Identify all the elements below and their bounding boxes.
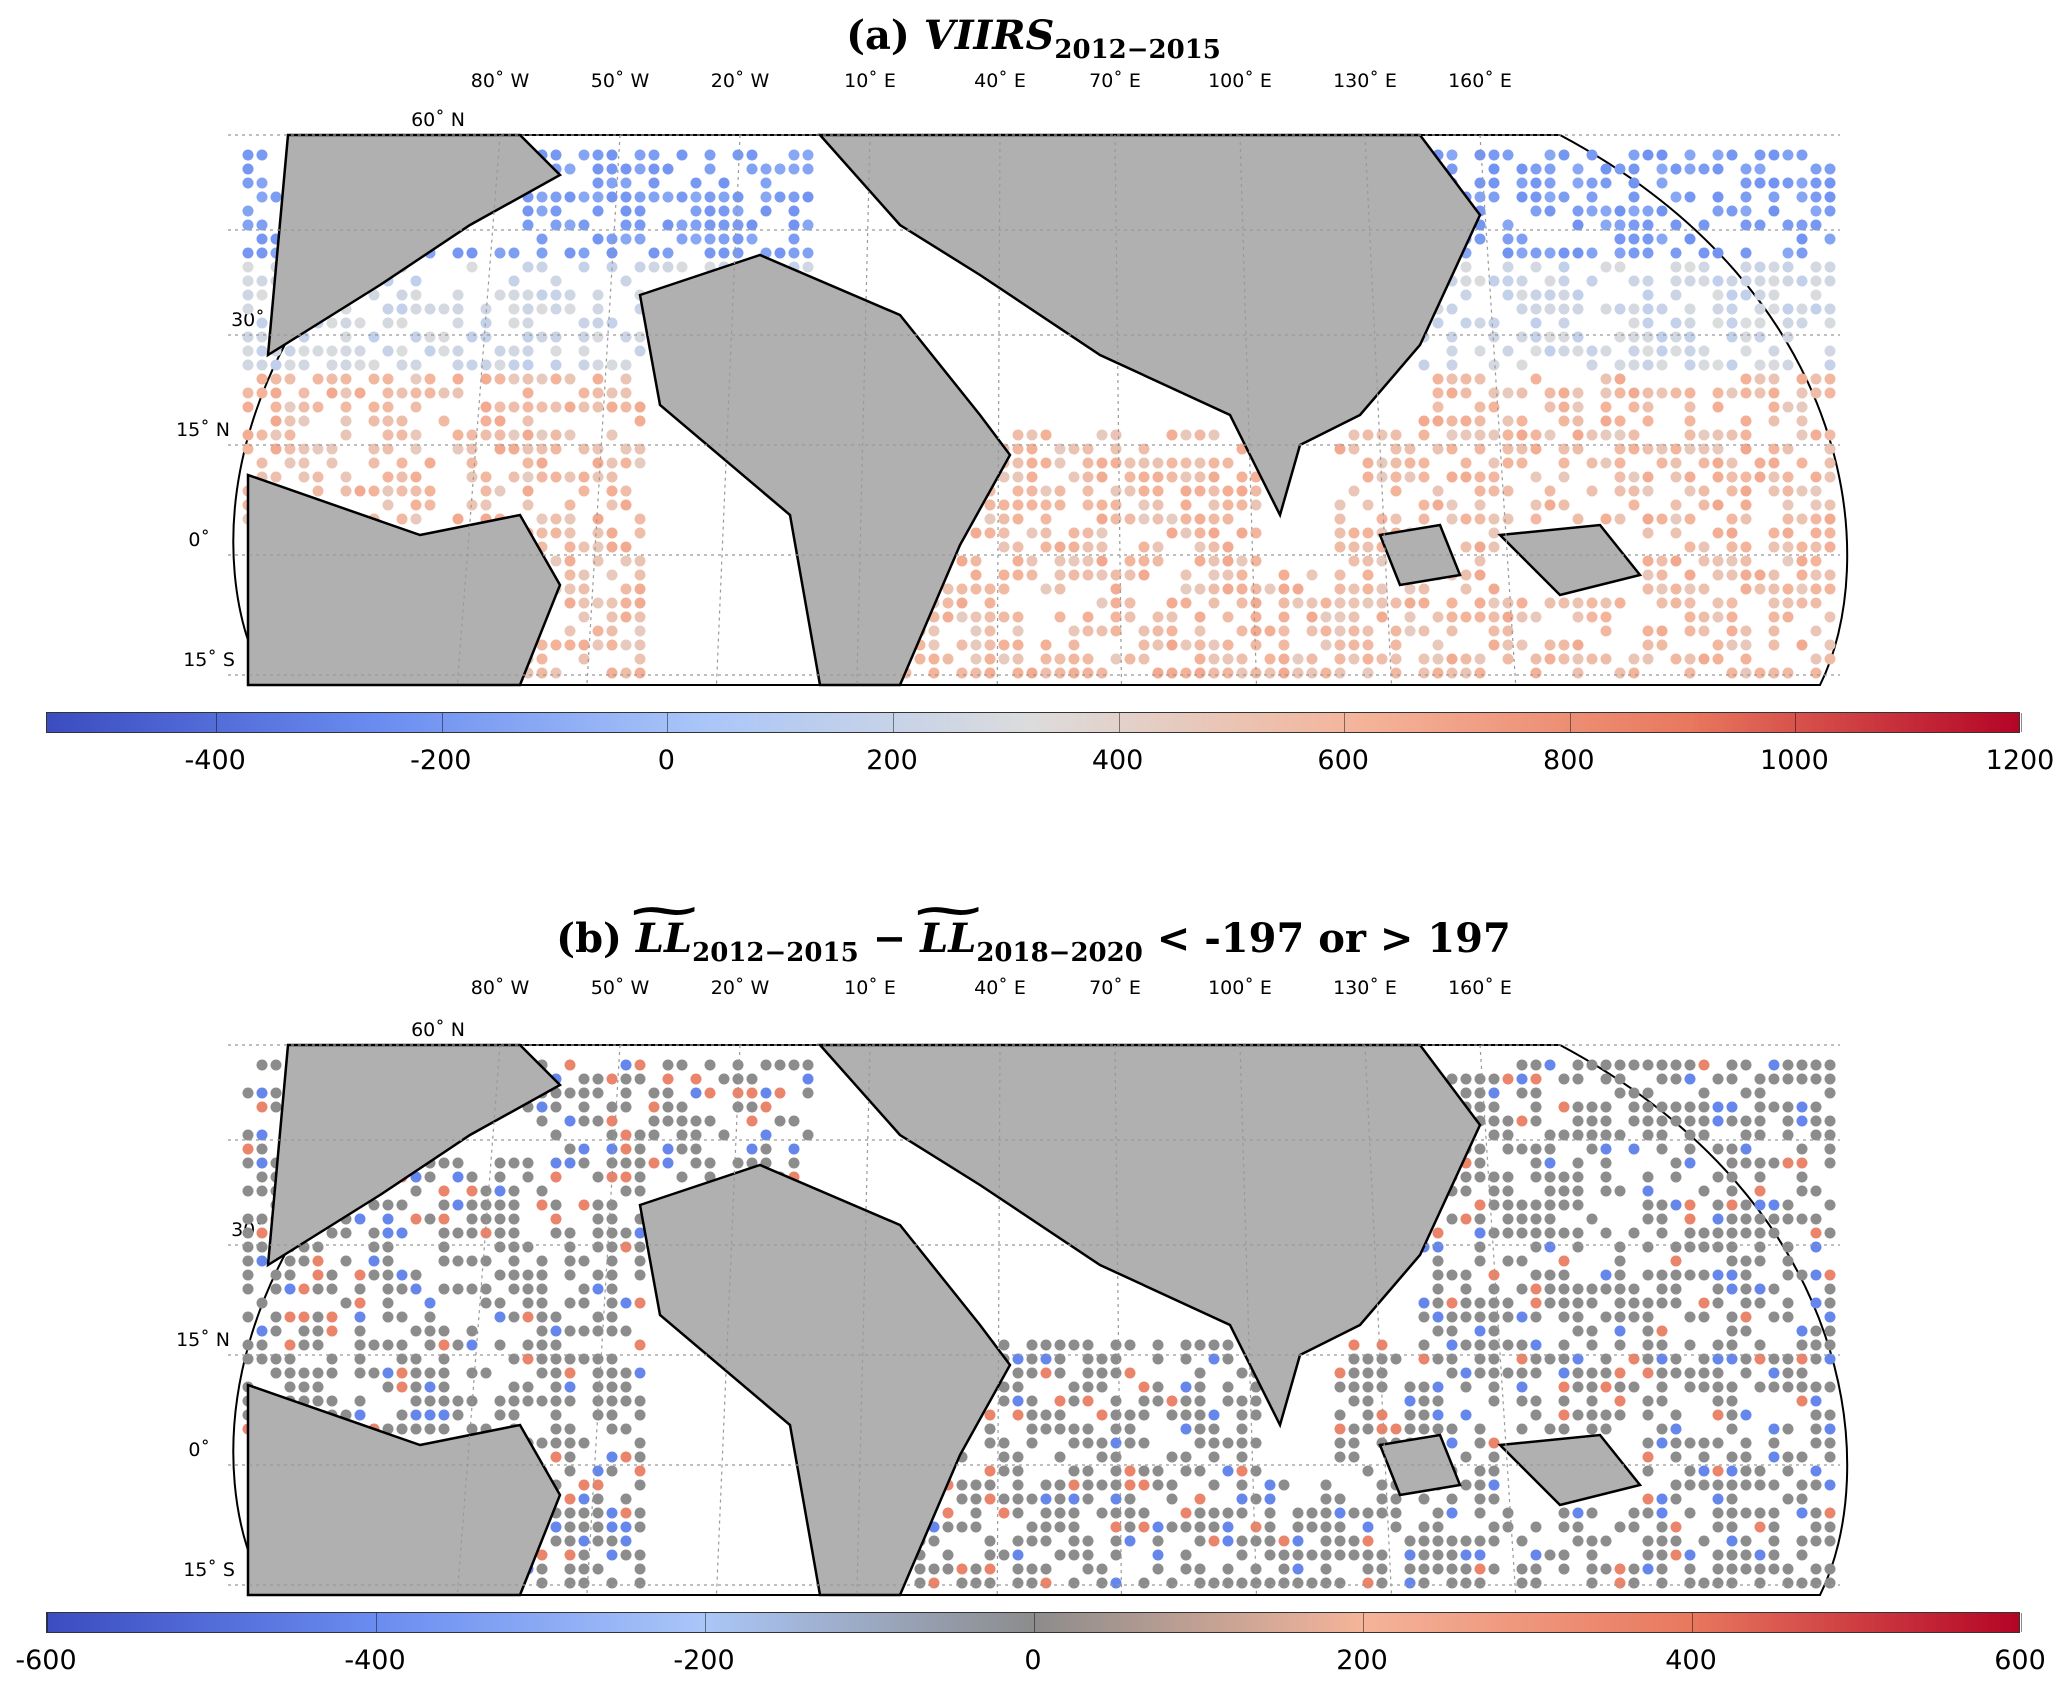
cb-a-label-1: -200 (410, 745, 472, 776)
lon-label-a-8: 160˚ E (1448, 70, 1512, 92)
cb-b-label-6: 600 (1994, 1645, 2046, 1676)
lon-label-b-3: 10˚ E (844, 977, 896, 999)
lon-label-b-1: 50˚ W (590, 977, 650, 999)
lon-label-b-6: 100˚ E (1208, 977, 1272, 999)
map-a (228, 133, 1849, 687)
cb-a-tick-8 (2021, 713, 2022, 732)
cb-a-label-4: 400 (1091, 745, 1144, 776)
cb-b-label-2: -200 (673, 1645, 735, 1676)
lon-label-a-5: 70˚ E (1089, 70, 1141, 92)
colorbar-b (46, 1612, 2022, 1633)
graticule-1 (228, 1044, 1840, 1596)
lon-label-b-2: 20˚ W (710, 977, 770, 999)
colorbar-a (46, 712, 2022, 733)
cb-b-tick-6 (2021, 1613, 2022, 1632)
cb-b-label-3: 0 (1024, 1645, 1042, 1676)
cb-b-tick-0 (47, 1613, 48, 1632)
cb-b-tick-5 (1692, 1613, 1693, 1632)
lat-label-a-5: 15˚ S (183, 649, 235, 671)
cb-b-label-0: -600 (15, 1645, 77, 1676)
cb-b-tick-4 (1363, 1613, 1364, 1632)
lon-label-a-1: 50˚ W (590, 70, 650, 92)
cb-a-label-3: 200 (866, 745, 918, 776)
cb-b-tick-2 (705, 1613, 706, 1632)
lon-label-a-4: 40˚ E (974, 70, 1026, 92)
lon-label-b-5: 70˚ E (1089, 977, 1141, 999)
lon-label-a-7: 130˚ E (1333, 70, 1397, 92)
cb-b-label-5: 400 (1665, 1645, 1717, 1676)
panel-a: (a) VIIRS2012−2015 80˚ W 50˚ W 20˚ W 10˚ E 4… (0, 0, 2067, 800)
cb-a-tick-1 (441, 713, 443, 732)
cb-a-tick-6 (1569, 713, 1571, 732)
lat-label-a-0: 60˚ N (411, 109, 465, 131)
cb-a-tick-4 (1118, 713, 1120, 732)
cb-a-label-6: 800 (1543, 745, 1595, 776)
cb-a-tick-3 (893, 713, 894, 732)
cb-a-tick-2 (667, 713, 669, 732)
cb-b-tick-3 (1034, 1613, 1035, 1632)
lat-label-b-0: 60˚ N (411, 1019, 465, 1041)
cb-b-tick-1 (376, 1613, 377, 1632)
cb-a-tick-7 (1795, 713, 1797, 732)
graticule-0 (228, 134, 1840, 686)
cb-a-tick-0 (216, 713, 218, 732)
panel-b-title: (b) LL2012−2015 − LL2018−2020 < -197 or … (0, 915, 2067, 968)
cb-a-label-0: -400 (184, 745, 246, 776)
lat-label-a-4: 0˚ (188, 529, 210, 551)
lat-label-b-4: 0˚ (188, 1439, 210, 1461)
lat-label-b-5: 15˚ S (183, 1559, 235, 1581)
cb-a-label-8: 1200 (1985, 745, 2055, 776)
map-b (228, 1043, 1849, 1597)
lat-label-a-3: 15˚ N (176, 419, 230, 441)
lat-label-b-3: 15˚ N (176, 1329, 230, 1351)
lon-label-a-2: 20˚ W (710, 70, 770, 92)
lon-label-a-6: 100˚ E (1208, 70, 1272, 92)
lon-label-a-0: 80˚ W (470, 70, 530, 92)
cb-a-label-5: 600 (1317, 745, 1369, 776)
cb-b-label-4: 200 (1336, 1645, 1388, 1676)
cb-a-tick-5 (1344, 713, 1346, 732)
lon-label-b-8: 160˚ E (1448, 977, 1512, 999)
cb-a-label-7: 1000 (1760, 745, 1829, 776)
lon-label-b-7: 130˚ E (1333, 977, 1397, 999)
cb-a-label-2: 0 (657, 745, 675, 776)
cb-b-label-1: -400 (344, 1645, 406, 1676)
panel-a-title: (a) VIIRS2012−2015 (846, 12, 1221, 65)
lon-label-b-4: 40˚ E (974, 977, 1026, 999)
lon-label-a-3: 10˚ E (844, 70, 896, 92)
lon-label-b-0: 80˚ W (470, 977, 530, 999)
